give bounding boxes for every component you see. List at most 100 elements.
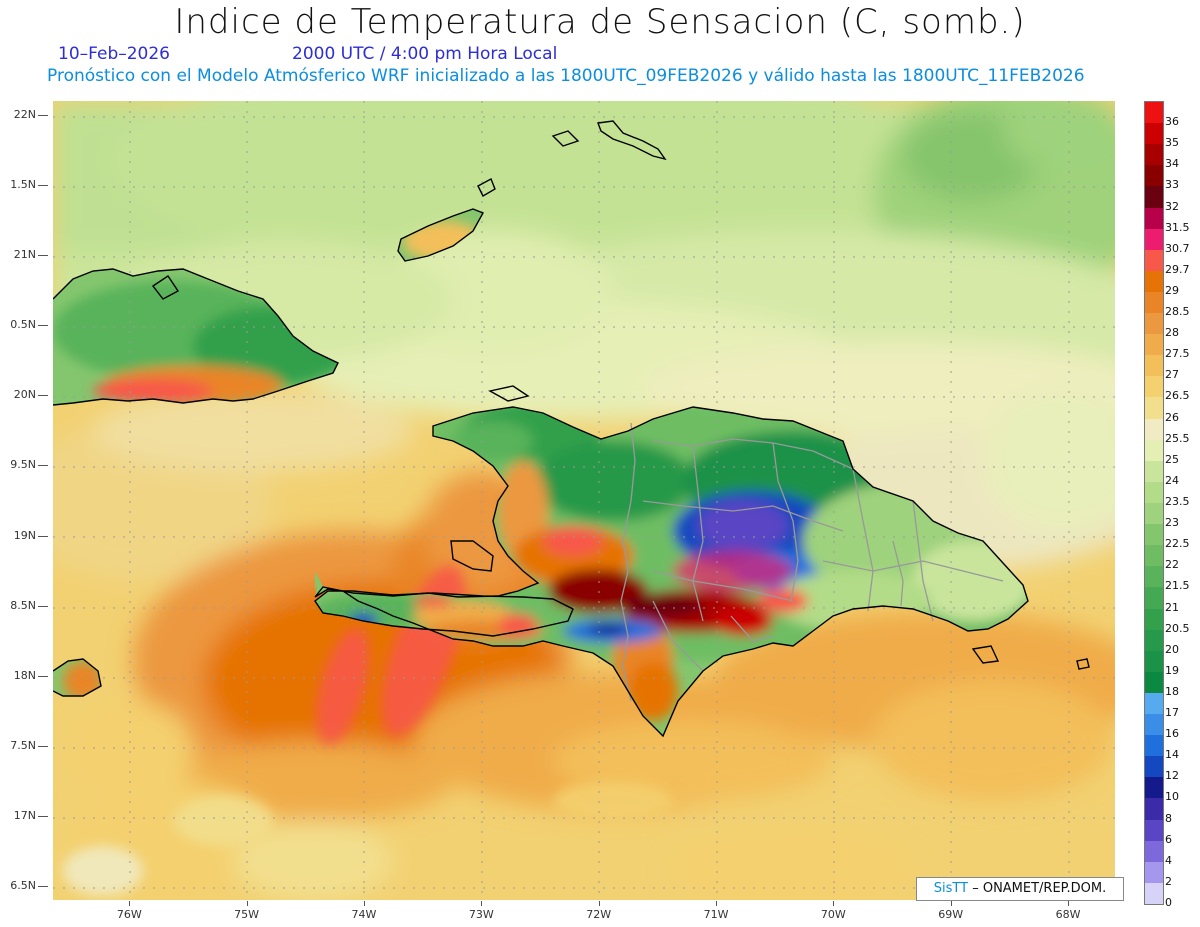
- colorbar: [1144, 101, 1164, 905]
- colorbar-segment: [1145, 102, 1163, 124]
- colorbar-label: 28.5: [1165, 305, 1190, 319]
- lat-tick: [38, 395, 48, 397]
- colorbar-segment: [1145, 481, 1163, 504]
- lat-label: 21N: [13, 248, 36, 262]
- colorbar-label: 28: [1165, 326, 1179, 340]
- coastlines: [53, 120, 1090, 738]
- lat-tick: [38, 605, 48, 607]
- colorbar-segment: [1145, 418, 1163, 441]
- lat-tick: [38, 675, 48, 677]
- colorbar-segment: [1145, 228, 1163, 251]
- colorbar-label: 27.5: [1165, 347, 1190, 361]
- colorbar-segment: [1145, 545, 1163, 567]
- lon-label: 76W: [116, 908, 142, 921]
- colorbar-label: 34: [1165, 157, 1179, 171]
- colorbar-label: 32: [1165, 199, 1179, 213]
- lon-label: 68W: [1055, 908, 1081, 921]
- lon-label: 74W: [351, 908, 377, 921]
- lat-tick: [38, 255, 48, 257]
- lon-label: 70W: [820, 908, 846, 921]
- lon-label: 69W: [938, 908, 964, 921]
- lat-label: 9.5N: [10, 458, 36, 472]
- colorbar-label: 21.5: [1165, 579, 1190, 593]
- colorbar-label: 12: [1165, 769, 1179, 783]
- lat-tick: [38, 815, 48, 817]
- lon-tick: [363, 901, 365, 906]
- colorbar-segment: [1145, 735, 1163, 757]
- lon-label: 75W: [234, 908, 260, 921]
- map-title: Indice de Temperatura de Sensacion (C, s…: [174, 2, 1026, 42]
- colorbar-segment: [1145, 714, 1163, 736]
- sistt-logo: SisTT: [933, 881, 969, 896]
- colorbar-label: 20: [1165, 642, 1179, 656]
- colorbar-label: 4: [1165, 853, 1172, 867]
- colorbar-segment: [1145, 270, 1163, 293]
- lat-label: 0.5N: [10, 318, 36, 332]
- colorbar-segment: [1145, 291, 1163, 314]
- colorbar-label: 26.5: [1165, 389, 1190, 403]
- colorbar-label: 36: [1165, 115, 1179, 129]
- colorbar-label: 14: [1165, 748, 1179, 762]
- lat-tick: [38, 185, 48, 187]
- colorbar-label: 18: [1165, 684, 1179, 698]
- lat-label: 1.5N: [10, 178, 36, 192]
- lat-label: 7.5N: [10, 738, 36, 752]
- colorbar-segment: [1145, 587, 1163, 609]
- lon-label: 73W: [468, 908, 494, 921]
- lat-label: 18N: [13, 668, 36, 682]
- colorbar-label: 23.5: [1165, 495, 1190, 508]
- colorbar-segment: [1145, 861, 1163, 884]
- lon-tick: [598, 901, 600, 906]
- colorbar-segment: [1145, 692, 1163, 715]
- colorbar-segment: [1145, 249, 1163, 272]
- colorbar-segment: [1145, 608, 1163, 631]
- lon-tick: [1068, 901, 1070, 906]
- colorbar-label: 20.5: [1165, 621, 1190, 635]
- lon-label: 71W: [703, 908, 729, 921]
- colorbar-segment: [1145, 756, 1163, 778]
- colorbar-segment: [1145, 397, 1163, 420]
- lat-tick: [38, 885, 48, 887]
- province-borders: [620, 422, 1004, 702]
- lat-label: 20N: [13, 388, 36, 402]
- colorbar-label: 29.7: [1165, 262, 1190, 276]
- lon-tick: [246, 901, 248, 906]
- lat-label: 17N: [13, 808, 36, 822]
- colorbar-segment: [1145, 819, 1163, 842]
- credit-text: – ONAMET/REP.DOM.: [972, 881, 1107, 896]
- colorbar-segment: [1145, 798, 1163, 821]
- colorbar-segment: [1145, 650, 1163, 673]
- lon-tick: [950, 901, 952, 906]
- forecast-time: 2000 UTC / 4:00 pm Hora Local: [292, 44, 558, 64]
- colorbar-segment: [1145, 671, 1163, 694]
- colorbar-segment: [1145, 777, 1163, 799]
- forecast-map[interactable]: [53, 101, 1115, 900]
- lon-tick: [833, 901, 835, 906]
- colorbar-label: 35: [1165, 136, 1179, 150]
- colorbar-segment: [1145, 439, 1163, 462]
- colorbar-segment: [1145, 355, 1163, 377]
- colorbar-label: 24: [1165, 473, 1179, 487]
- credit-box: SisTT – ONAMET/REP.DOM.: [916, 877, 1124, 901]
- colorbar-segment: [1145, 376, 1163, 398]
- colorbar-label: 6: [1165, 832, 1172, 846]
- colorbar-segment: [1145, 123, 1163, 145]
- colorbar-label: 17: [1165, 706, 1179, 720]
- lat-tick: [38, 745, 48, 747]
- colorbar-label: 27: [1165, 368, 1179, 382]
- lat-label: 6.5N: [10, 878, 36, 892]
- colorbar-segment: [1145, 840, 1163, 863]
- colorbar-segment: [1145, 882, 1163, 904]
- colorbar-label: 10: [1165, 790, 1179, 804]
- colorbar-label: 2: [1165, 874, 1172, 888]
- temperature-field: [53, 101, 1115, 900]
- colorbar-label: 22.5: [1165, 537, 1190, 551]
- colorbar-segment: [1145, 186, 1163, 208]
- colorbar-label: 30.7: [1165, 241, 1190, 255]
- lon-tick: [129, 901, 131, 906]
- lon-label: 72W: [586, 908, 612, 921]
- colorbar-segment: [1145, 165, 1163, 187]
- colorbar-segment: [1145, 144, 1163, 166]
- lon-tick: [481, 901, 483, 906]
- colorbar-segment: [1145, 207, 1163, 230]
